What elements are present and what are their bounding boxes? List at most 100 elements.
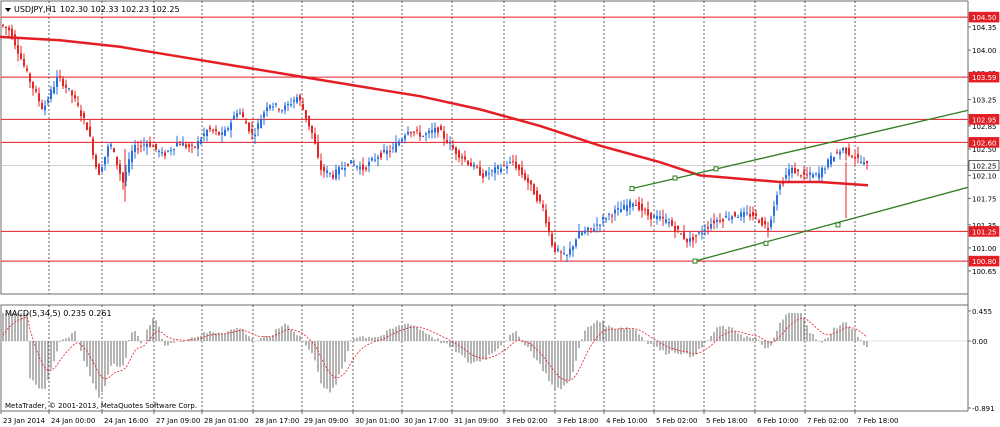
candle[interactable]	[467, 159, 469, 167]
candle[interactable]	[83, 110, 85, 125]
candle[interactable]	[350, 160, 352, 164]
candle[interactable]	[818, 166, 820, 182]
candle[interactable]	[119, 159, 121, 181]
candle[interactable]	[248, 122, 250, 134]
candle[interactable]	[98, 162, 100, 176]
candle[interactable]	[194, 145, 196, 149]
candle[interactable]	[494, 162, 496, 181]
candle[interactable]	[761, 216, 763, 227]
candle[interactable]	[341, 161, 343, 170]
candle[interactable]	[584, 226, 586, 235]
candle[interactable]	[170, 147, 172, 156]
candle[interactable]	[233, 111, 235, 121]
candle[interactable]	[560, 249, 562, 261]
candle[interactable]	[26, 64, 28, 73]
candle[interactable]	[437, 126, 439, 138]
candle[interactable]	[746, 205, 748, 216]
candle[interactable]	[785, 168, 787, 181]
candle[interactable]	[413, 131, 415, 137]
candle[interactable]	[446, 133, 448, 145]
candle[interactable]	[524, 169, 526, 181]
candle[interactable]	[665, 213, 667, 225]
candle[interactable]	[305, 110, 307, 123]
candle[interactable]	[854, 149, 856, 167]
candle[interactable]	[773, 200, 775, 224]
candle[interactable]	[743, 207, 745, 223]
candle[interactable]	[113, 147, 115, 153]
candle[interactable]	[641, 198, 643, 218]
candle[interactable]	[857, 146, 859, 164]
candle[interactable]	[500, 163, 502, 175]
candle[interactable]	[362, 157, 364, 176]
candle[interactable]	[317, 134, 319, 160]
header-dropdown-icon[interactable]	[5, 8, 11, 12]
candle[interactable]	[206, 128, 208, 142]
candle[interactable]	[815, 172, 817, 177]
candle[interactable]	[755, 209, 757, 220]
candle[interactable]	[476, 164, 478, 169]
candle[interactable]	[806, 167, 808, 180]
candle[interactable]	[59, 69, 61, 82]
main-chart-pane[interactable]: USDJPY,H1 102.30 102.33 102.23 102.25	[0, 0, 1000, 295]
candle[interactable]	[443, 126, 445, 146]
channel-anchor-point[interactable]	[713, 166, 719, 172]
candle[interactable]	[611, 213, 613, 224]
candle[interactable]	[569, 241, 571, 258]
candle[interactable]	[197, 136, 199, 157]
candle[interactable]	[797, 169, 799, 177]
candle[interactable]	[695, 234, 697, 244]
candle[interactable]	[671, 217, 673, 227]
candle[interactable]	[104, 156, 106, 171]
candle[interactable]	[254, 128, 256, 145]
trend-channel-line[interactable]	[694, 178, 1000, 262]
candle[interactable]	[389, 144, 391, 158]
candle[interactable]	[647, 201, 649, 221]
candle[interactable]	[608, 212, 610, 221]
candle[interactable]	[44, 100, 46, 116]
candle[interactable]	[632, 202, 634, 211]
candle[interactable]	[266, 101, 268, 117]
candle[interactable]	[572, 245, 574, 257]
candle[interactable]	[53, 81, 55, 95]
candle[interactable]	[842, 147, 844, 154]
candle[interactable]	[176, 135, 178, 148]
candle[interactable]	[191, 141, 193, 154]
candle[interactable]	[332, 170, 334, 180]
candle[interactable]	[47, 96, 49, 106]
candle[interactable]	[545, 203, 547, 228]
candle[interactable]	[326, 165, 328, 178]
candle[interactable]	[839, 149, 841, 160]
candle[interactable]	[434, 122, 436, 139]
candle[interactable]	[134, 139, 136, 159]
candle[interactable]	[86, 121, 88, 131]
candle[interactable]	[23, 53, 25, 69]
candle[interactable]	[299, 93, 301, 107]
candle[interactable]	[110, 142, 112, 150]
candle[interactable]	[65, 79, 67, 94]
candle[interactable]	[812, 172, 814, 179]
candle[interactable]	[245, 117, 247, 124]
candle[interactable]	[668, 217, 670, 228]
candle[interactable]	[221, 126, 223, 143]
candle[interactable]	[734, 211, 736, 218]
candle[interactable]	[95, 153, 97, 170]
candle[interactable]	[8, 25, 10, 37]
candle[interactable]	[29, 72, 31, 89]
price-level-box[interactable]	[968, 11, 1000, 23]
candle[interactable]	[335, 164, 337, 181]
candle[interactable]	[368, 157, 370, 173]
candle[interactable]	[344, 162, 346, 177]
candle[interactable]	[320, 153, 322, 176]
candle[interactable]	[848, 143, 850, 157]
candle[interactable]	[677, 225, 679, 234]
candle[interactable]	[620, 201, 622, 213]
candle[interactable]	[506, 161, 508, 175]
candle[interactable]	[644, 207, 646, 215]
candle[interactable]	[401, 136, 403, 144]
candle[interactable]	[371, 156, 373, 162]
candle[interactable]	[485, 169, 487, 178]
candle[interactable]	[287, 101, 289, 111]
candle[interactable]	[533, 183, 535, 195]
candle[interactable]	[599, 224, 601, 233]
candle[interactable]	[650, 212, 652, 227]
